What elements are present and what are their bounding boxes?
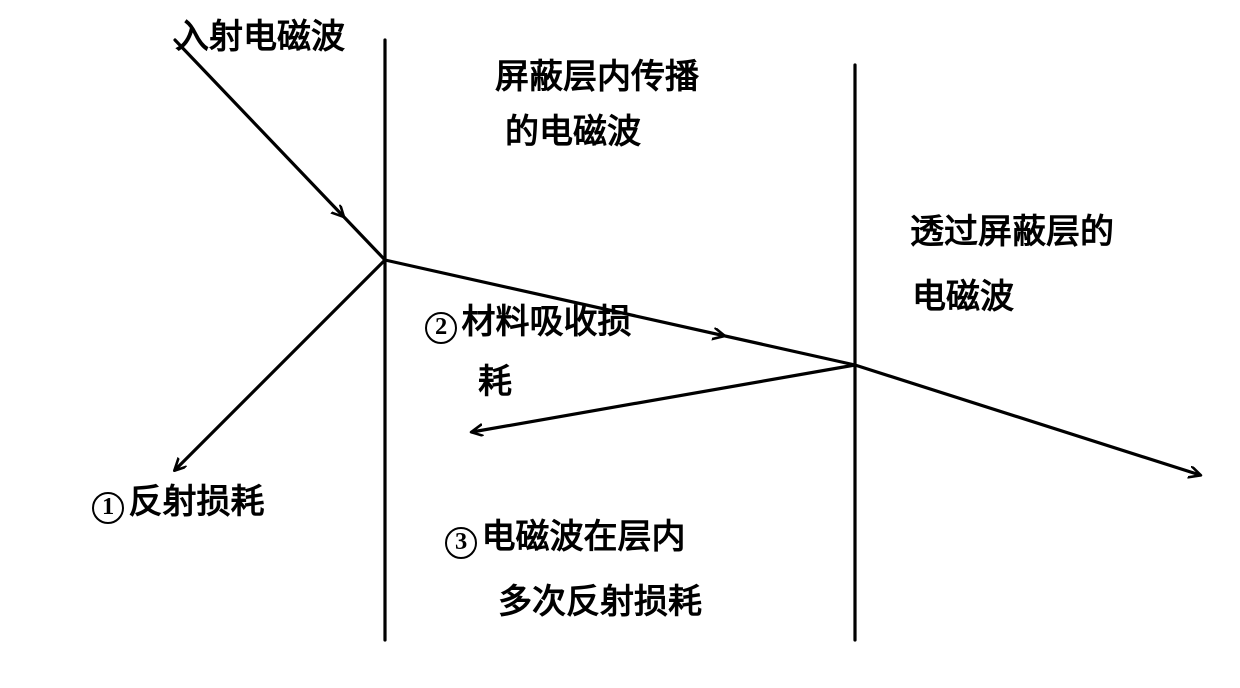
label-inside-line2: 的电磁波	[505, 110, 641, 156]
label-loss3-line2: 多次反射损耗	[498, 580, 702, 626]
label-incident: 入射电磁波	[175, 15, 345, 61]
label-loss2-line1: 2材料吸收损	[425, 300, 632, 346]
ray-transmitted	[855, 365, 1200, 475]
ray-incident-arrowhead	[343, 216, 344, 217]
label-loss3-line1: 3电磁波在层内	[445, 515, 686, 561]
diagram-canvas: 入射电磁波 屏蔽层内传播 的电磁波 透过屏蔽层的 电磁波 1反射损耗 2材料吸收…	[0, 0, 1240, 688]
label-loss2-line2: 耗	[478, 360, 512, 406]
label-transmitted-line2: 电磁波	[912, 275, 1014, 321]
ray-inside-back	[472, 365, 855, 432]
label-loss1: 1反射损耗	[92, 480, 265, 526]
label-inside-line1: 屏蔽层内传播	[495, 55, 699, 101]
ray-incident	[175, 40, 385, 260]
label-loss1-text: 反射损耗	[129, 484, 265, 521]
circled-number-1-icon: 1	[92, 492, 124, 524]
circled-number-2-icon: 2	[425, 312, 457, 344]
label-transmitted-line1: 透过屏蔽层的	[910, 210, 1114, 256]
ray-reflected	[175, 260, 385, 470]
circled-number-3-icon: 3	[445, 527, 477, 559]
label-loss3-text1: 电磁波在层内	[482, 519, 686, 556]
label-loss2-text1: 材料吸收损	[462, 304, 632, 341]
